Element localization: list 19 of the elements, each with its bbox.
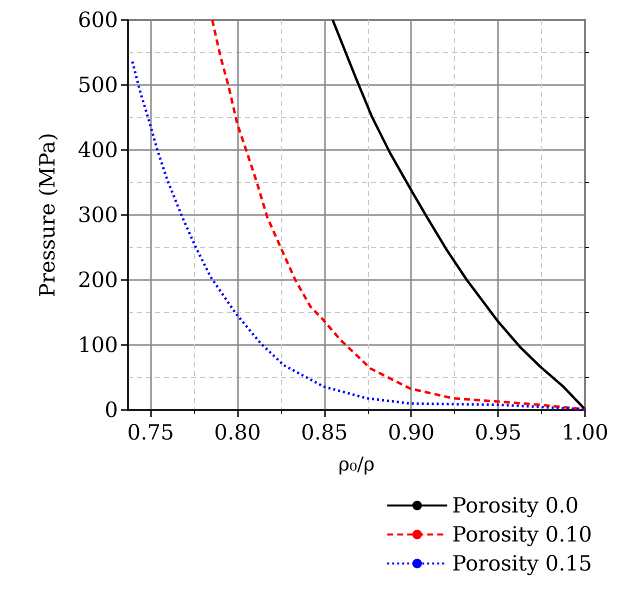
x-tick-label: 1.00 <box>562 420 608 444</box>
x-axis-title: ρ₀/ρ <box>338 454 375 476</box>
x-tick-label: 0.80 <box>214 420 261 444</box>
legend-label: Porosity 0.0 <box>452 494 579 518</box>
x-tick-label: 0.85 <box>300 420 348 444</box>
y-tick-label: 600 <box>78 8 118 32</box>
line-series <box>131 60 586 411</box>
legend-label: Porosity 0.10 <box>452 522 592 546</box>
y-tick-label: 200 <box>78 268 118 292</box>
x-tick-label: 0.90 <box>388 420 435 444</box>
y-axis-title: Pressure (MPa) <box>36 132 60 298</box>
y-tick-label: 100 <box>78 333 118 357</box>
y-tick-label: 400 <box>78 138 118 162</box>
y-tick-label: 500 <box>78 73 118 97</box>
legend-label: Porosity 0.15 <box>452 552 592 576</box>
y-tick-label: 0 <box>104 398 118 422</box>
x-tick-label: 0.75 <box>127 420 174 444</box>
x-tick-label: 0.95 <box>474 420 522 444</box>
y-tick-label: 300 <box>78 203 118 227</box>
